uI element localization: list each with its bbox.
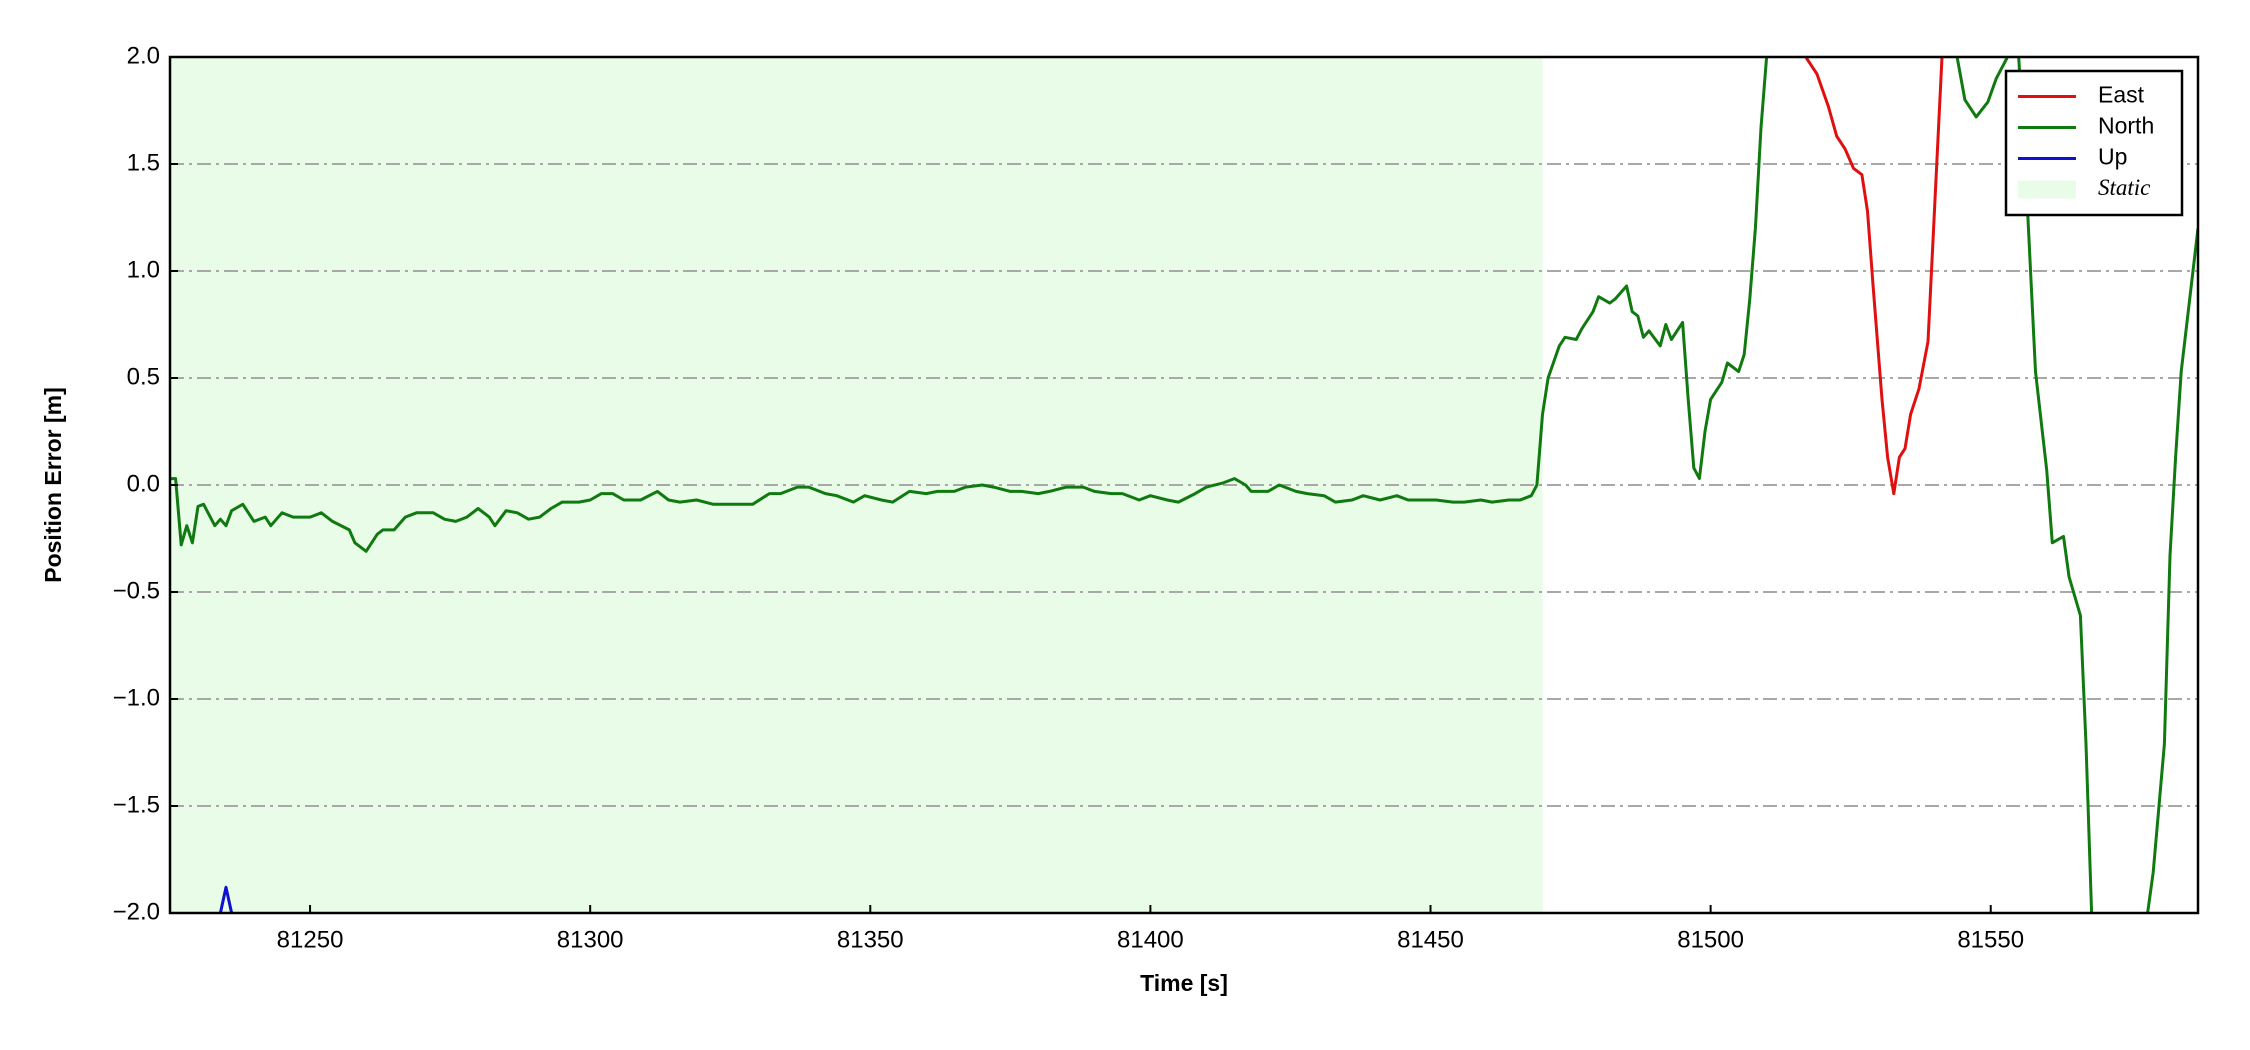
x-tick-label: 81550 [1957, 926, 2024, 953]
y-axis-label: Position Error [m] [40, 387, 66, 583]
legend-label: Static [2098, 175, 2150, 200]
y-tick-label: 1.0 [127, 256, 160, 283]
x-tick-label: 81250 [277, 926, 344, 953]
series-line [170, 57, 2198, 913]
plot-frame [168, 55, 2200, 915]
y-tick-label: 0.0 [127, 470, 160, 497]
y-tick-label: −1.5 [113, 791, 160, 818]
legend-label: East [2098, 82, 2145, 108]
series-line [1804, 57, 1944, 496]
y-tick-label: −1.0 [113, 684, 160, 711]
x-axis-label: Time [s] [1140, 970, 1228, 996]
y-tick-label: 0.5 [127, 363, 160, 390]
legend: East North Up Static [2004, 69, 2184, 217]
legend-label: North [2098, 113, 2154, 139]
legend-swatch [2018, 180, 2076, 199]
x-tick-label: 81500 [1677, 926, 1744, 953]
y-tick-label: 2.0 [127, 42, 160, 69]
legend-label: Up [2098, 144, 2127, 170]
x-tick-label: 81300 [557, 926, 624, 953]
y-tick-label: −2.0 [113, 898, 160, 925]
plot-area [170, 57, 2198, 913]
y-tick-label: 1.5 [127, 149, 160, 176]
x-tick-label: 81450 [1397, 926, 1464, 953]
x-tick-label: 81350 [837, 926, 904, 953]
y-tick-label: −0.5 [113, 577, 160, 604]
series-line [218, 885, 234, 913]
x-tick-label: 81400 [1117, 926, 1184, 953]
